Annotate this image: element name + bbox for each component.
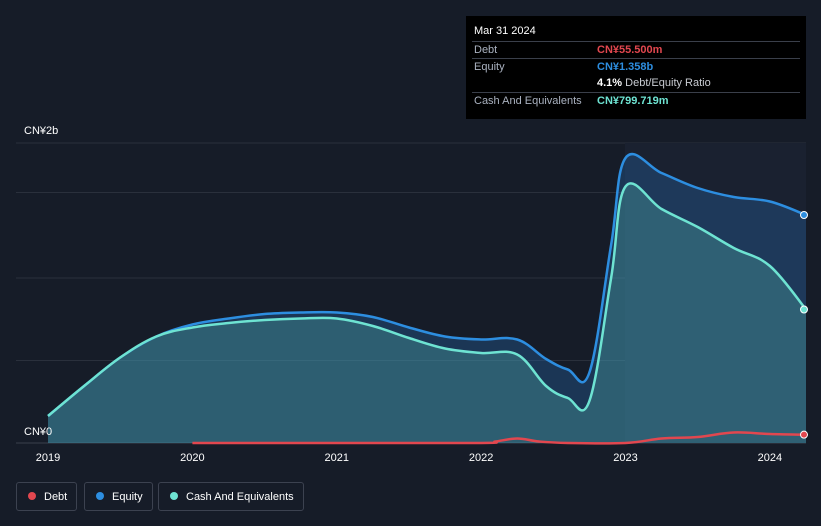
- tooltip-ratio-label: Debt/Equity Ratio: [625, 77, 711, 89]
- x-tick-label: 2024: [758, 452, 782, 464]
- equity-line: [47, 152, 807, 417]
- cash-area: [48, 183, 806, 443]
- equity-dot-icon: [96, 492, 104, 500]
- tooltip-row-ratio: 4.1% Debt/Equity Ratio: [472, 75, 800, 92]
- series-areas: [48, 154, 806, 443]
- x-tick-label: 2023: [613, 452, 637, 464]
- cash-line: [47, 182, 807, 417]
- tooltip-panel: Mar 31 2024 Debt CN¥55.500m Equity CN¥1.…: [466, 16, 806, 119]
- tooltip-ratio-value: 4.1%: [597, 77, 623, 89]
- tooltip-row-cash: Cash And Equivalents CN¥799.719m: [472, 92, 800, 110]
- tooltip-equity-label: Equity: [474, 61, 505, 73]
- cash-dot-icon: [170, 492, 178, 500]
- debt-end-marker: [800, 430, 808, 439]
- debt-line: [192, 431, 807, 445]
- legend-item-equity[interactable]: Equity: [84, 482, 153, 511]
- tooltip-cash-value: CN¥799.719m: [597, 95, 669, 107]
- cash-end-marker: [800, 305, 808, 314]
- legend-item-debt[interactable]: Debt: [16, 482, 77, 511]
- debt-dot-icon: [28, 492, 36, 500]
- x-tick-label: 2021: [325, 452, 349, 464]
- y-axis-labels: CN¥0 CN¥2b: [24, 125, 58, 438]
- legend-debt-label: Debt: [44, 490, 68, 503]
- series-lines: [47, 152, 807, 445]
- legend-item-cash[interactable]: Cash And Equivalents: [158, 482, 304, 511]
- y-tick-label: CN¥0: [24, 426, 52, 438]
- tooltip-ratio: 4.1% Debt/Equity Ratio: [597, 77, 711, 89]
- x-axis-labels: 2019 2020 2021 2022 2023 2024: [36, 452, 782, 464]
- tooltip-debt-label: Debt: [474, 44, 498, 56]
- x-tick-label: 2020: [180, 452, 204, 464]
- tooltip-date: Mar 31 2024: [474, 25, 536, 37]
- legend-cash-label: Cash And Equivalents: [186, 490, 294, 503]
- equity-end-marker: [800, 211, 808, 219]
- y-tick-label: CN¥2b: [24, 125, 58, 137]
- x-tick-label: 2022: [469, 452, 493, 464]
- legend-equity-label: Equity: [112, 490, 143, 503]
- tooltip-row-equity: Equity CN¥1.358b: [472, 58, 800, 76]
- tooltip-row-debt: Debt CN¥55.500m: [472, 41, 800, 59]
- tooltip-cash-label: Cash And Equivalents: [474, 95, 582, 107]
- end-markers: [800, 211, 808, 439]
- tooltip-debt-value: CN¥55.500m: [597, 44, 663, 56]
- x-tick-label: 2019: [36, 452, 60, 464]
- tooltip-equity-value: CN¥1.358b: [597, 61, 654, 73]
